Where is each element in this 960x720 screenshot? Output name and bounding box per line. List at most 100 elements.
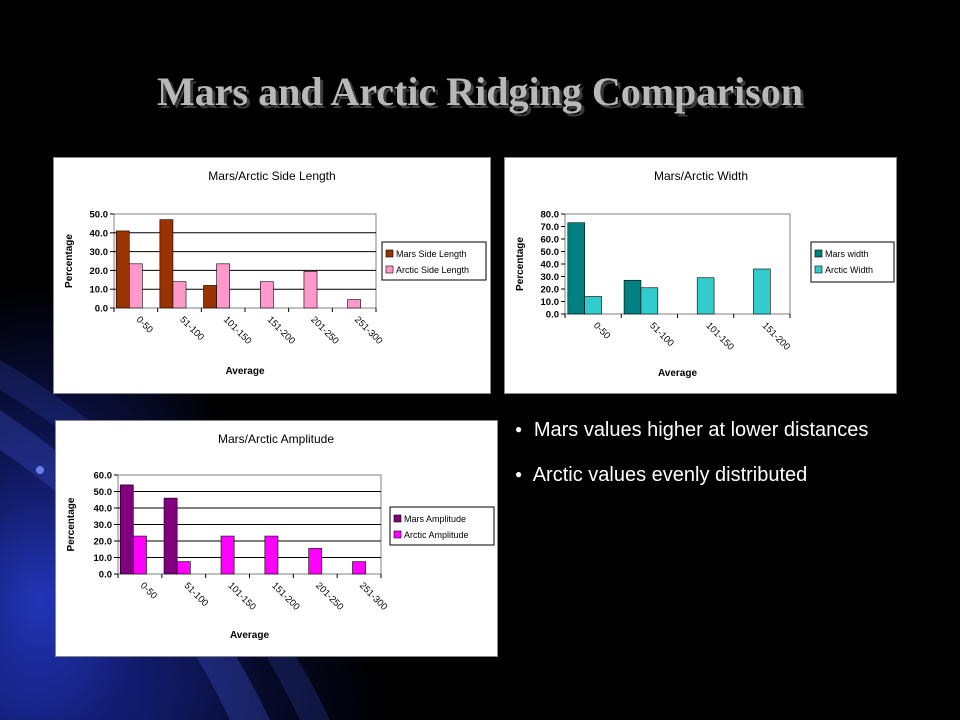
- bullet-item: ● Arctic values evenly distributed: [515, 460, 935, 489]
- y-tick-label: 50.0: [541, 247, 560, 258]
- x-tick-label: 51-100: [647, 320, 676, 349]
- y-tick-label: 0.0: [546, 310, 559, 321]
- y-tick-label: 40.0: [541, 260, 560, 271]
- bar-arctic-side-length: [347, 299, 362, 309]
- legend-swatch: [393, 514, 402, 523]
- y-tick-label: 0.0: [99, 570, 112, 581]
- bar-arctic-side-length: [172, 281, 187, 309]
- y-tick-label: 60.0: [94, 471, 113, 482]
- chart-title: Mars/Arctic Width: [654, 169, 748, 183]
- bar-arctic-amplitude: [308, 548, 323, 575]
- bar-arctic-width: [753, 268, 771, 315]
- slide-title: Mars and Arctic Ridging Comparison: [157, 69, 803, 114]
- bar-mars-amplitude: [119, 484, 134, 575]
- x-tick-label: 151-200: [760, 320, 792, 352]
- legend-swatch: [814, 265, 823, 274]
- y-tick-label: 0.0: [95, 304, 108, 315]
- bar-mars-width: [567, 222, 585, 315]
- bullet-dot-icon: ●: [515, 422, 523, 436]
- y-tick-label: 40.0: [90, 228, 109, 239]
- x-tick-label: 251-300: [357, 580, 389, 612]
- x-tick-label: 0-50: [134, 314, 155, 335]
- legend-swatch: [814, 249, 823, 258]
- y-axis-label: Percentage: [64, 234, 75, 288]
- width-chart: Mars/Arctic Width 0.0 10.020.0 30.040.0 50.0…: [515, 169, 895, 379]
- legend-swatch: [385, 249, 394, 258]
- y-axis-label: Percentage: [515, 237, 526, 291]
- y-tick-label: 10.0: [90, 285, 109, 296]
- chart-title: Mars/Arctic Amplitude: [218, 432, 334, 446]
- amplitude-chart-panel: Mars/Arctic Amplitude 0.0 10.0 20.0 30.0 40.0…: [55, 420, 498, 657]
- bar-arctic-amplitude: [176, 561, 191, 575]
- x-axis-label: Average: [658, 368, 698, 379]
- legend-label: Arctic Side Length: [396, 265, 469, 275]
- legend-box: [389, 506, 495, 546]
- y-tick-label: 60.0: [541, 235, 560, 246]
- y-tick-label: 30.0: [90, 247, 109, 258]
- x-axis-label: Average: [225, 366, 265, 377]
- x-tick-label: 51-100: [182, 580, 211, 609]
- x-tick-label: 151-200: [265, 314, 297, 346]
- y-tick-label: 40.0: [94, 504, 113, 515]
- y-axis-label: Percentage: [66, 497, 77, 551]
- x-tick-label: 51-100: [177, 314, 206, 343]
- plot-area: [113, 213, 377, 309]
- bar-mars-side-length: [115, 230, 130, 309]
- decorative-dot: [36, 466, 44, 474]
- bar-arctic-width: [640, 287, 659, 315]
- bar-arctic-width: [696, 277, 715, 315]
- side-length-chart-panel: Mars/Arctic Side Length 0.0 10.0 20.0 30.0 40…: [53, 157, 491, 394]
- bullet-list: ● Mars values higher at lower distances …: [515, 415, 935, 505]
- bar-mars-amplitude: [163, 497, 178, 575]
- bar-arctic-amplitude: [220, 535, 235, 575]
- bar-arctic-side-length: [303, 271, 318, 309]
- bar-arctic-amplitude: [352, 561, 366, 575]
- x-tick-label: 101-150: [704, 320, 736, 352]
- x-tick-label: 251-300: [352, 314, 384, 346]
- side-length-chart: Mars/Arctic Side Length 0.0 10.0 20.0 30.0 40…: [64, 169, 487, 377]
- legend-label: Arctic Amplitude: [404, 530, 469, 540]
- bar-mars-width: [623, 279, 642, 315]
- y-tick-label: 80.0: [541, 210, 560, 221]
- y-tick-label: 30.0: [94, 520, 113, 531]
- x-axis-label: Average: [230, 630, 270, 641]
- width-chart-panel: Mars/Arctic Width 0.0 10.0 20.0 30.0 40.0 50.0…: [504, 157, 897, 394]
- bar-mars-side-length: [159, 219, 174, 309]
- x-tick-label: 0-50: [591, 320, 612, 341]
- bullet-item: ● Mars values higher at lower distances: [515, 415, 935, 444]
- bullet-text: Mars values higher at lower distances: [533, 419, 869, 441]
- bullet-text: Arctic values evenly distributed: [532, 464, 808, 486]
- legend-label: Arctic Width: [825, 265, 873, 275]
- y-tick-label: 20.0: [90, 266, 109, 277]
- legend-label: Mars width: [825, 249, 869, 259]
- x-tick-label: 0-50: [138, 580, 159, 601]
- y-tick-label: 10.0: [541, 297, 560, 308]
- y-tick-label: 10.0: [94, 553, 113, 564]
- y-tick-label: 50.0: [90, 210, 109, 221]
- bar-arctic-amplitude: [264, 535, 279, 575]
- x-tick-label: 201-250: [308, 314, 340, 346]
- legend-box: [381, 241, 487, 281]
- y-tick-label: 70.0: [541, 222, 560, 233]
- bar-arctic-side-length: [216, 263, 231, 309]
- x-tick-label: 101-150: [225, 580, 257, 612]
- bar-mars-side-length: [203, 285, 217, 309]
- x-tick-label: 101-150: [221, 314, 253, 346]
- amplitude-chart: Mars/Arctic Amplitude 0.0 10.0 20.0 30.0 40.0…: [66, 432, 495, 641]
- bar-arctic-amplitude: [133, 535, 147, 575]
- y-tick-label: 30.0: [541, 272, 560, 283]
- y-tick-label: 20.0: [94, 537, 113, 548]
- x-tick-label: 201-250: [313, 580, 345, 612]
- chart-title: Mars/Arctic Side Length: [208, 169, 335, 183]
- legend-swatch: [385, 265, 394, 274]
- legend-swatch: [393, 530, 402, 539]
- legend-label: Mars Amplitude: [404, 514, 466, 524]
- bar-arctic-side-length: [259, 281, 274, 309]
- y-tick-label: 50.0: [94, 487, 113, 498]
- bar-arctic-side-length: [128, 263, 143, 309]
- legend-box: [810, 241, 895, 283]
- y-tick-label: 20.0: [541, 285, 560, 296]
- bar-arctic-width: [584, 296, 602, 315]
- x-tick-label: 151-200: [269, 580, 301, 612]
- bullet-dot-icon: ●: [515, 467, 523, 481]
